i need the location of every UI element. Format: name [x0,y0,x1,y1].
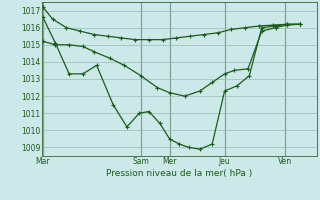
X-axis label: Pression niveau de la mer( hPa ): Pression niveau de la mer( hPa ) [106,169,252,178]
